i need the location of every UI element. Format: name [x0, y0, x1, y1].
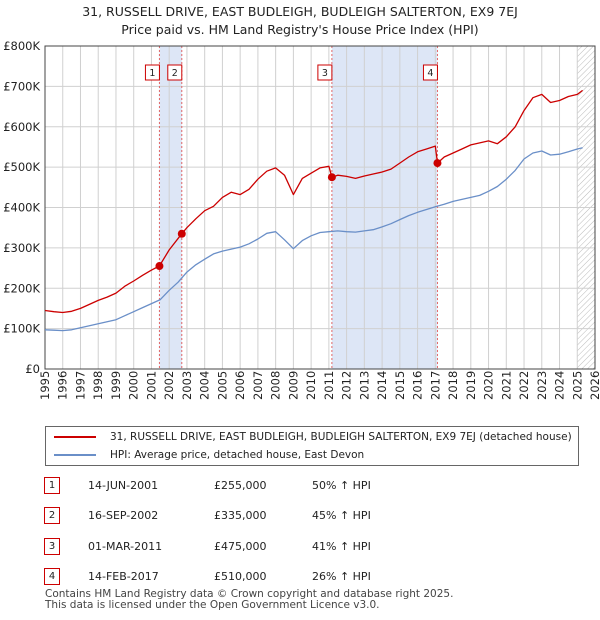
sale-badge: 3 — [44, 538, 60, 555]
x-tick-label: 2005 — [215, 371, 229, 400]
x-tick-label: 2013 — [357, 371, 371, 400]
sale-number-box — [422, 64, 438, 81]
sale-date: 14-FEB-2017 — [88, 570, 159, 583]
x-tick-label: 2012 — [340, 371, 354, 400]
legend-item-property: 31, RUSSELL DRIVE, EAST BUDLEIGH, BUDLEI… — [54, 428, 572, 446]
y-tick-label: £700K — [3, 79, 40, 93]
x-tick-label: 2016 — [411, 371, 425, 400]
sale-badge: 4 — [44, 568, 60, 585]
x-tick-label: 2022 — [517, 371, 531, 400]
price-chart: £0 £100K £200K £300K £400K £500K £600K £700K £80… — [3, 39, 600, 400]
footer: Contains HM Land Registry data © Crown c… — [45, 589, 453, 611]
sale-point — [155, 262, 164, 271]
x-tick-label: 2011 — [322, 371, 336, 400]
legend: 31, RUSSELL DRIVE, EAST BUDLEIGH, BUDLEI… — [45, 426, 579, 466]
x-tick-label: 2008 — [269, 371, 283, 400]
footer-copyright: Contains HM Land Registry data © Crown c… — [45, 588, 454, 600]
sale-badge: 2 — [44, 507, 60, 524]
legend-item-hpi: HPI: Average price, detached house, East… — [54, 446, 364, 464]
hpi-line — [44, 147, 583, 332]
sale-number-label: 4 — [427, 68, 433, 79]
sale-number-label: 2 — [172, 68, 178, 79]
x-tick-label: 2020 — [482, 371, 496, 400]
sale-hpi-change: 50% ↑ HPI — [312, 479, 371, 492]
x-tick-label: 1997 — [73, 371, 87, 400]
x-tick-label: 2018 — [446, 371, 460, 400]
property-price-line — [44, 89, 583, 314]
x-tick-label: 2004 — [198, 371, 212, 400]
sale-price: £475,000 — [214, 540, 267, 553]
y-tick-label: £300K — [3, 241, 40, 255]
x-tick-label: 2000 — [127, 371, 141, 400]
plot-frame — [44, 45, 596, 370]
sale-point — [433, 159, 442, 168]
x-tick-label: 2002 — [162, 371, 176, 400]
x-tick-label: 2001 — [144, 371, 158, 400]
sale-number-label: 3 — [322, 68, 328, 79]
x-tick-label: 2015 — [393, 371, 407, 400]
y-tick-label: £0 — [25, 362, 40, 376]
sale-point — [327, 173, 336, 182]
x-tick-label: 2007 — [251, 371, 265, 400]
x-tick-label: 1998 — [91, 371, 105, 400]
x-tick-label: 2024 — [553, 371, 567, 400]
sale-hpi-change: 26% ↑ HPI — [312, 570, 371, 583]
y-tick-label: £100K — [3, 322, 40, 336]
sale-hpi-change: 45% ↑ HPI — [312, 509, 371, 522]
y-tick-label: £600K — [3, 120, 40, 134]
chart-title: 31, RUSSELL DRIVE, EAST BUDLEIGH, BUDLEI… — [82, 4, 518, 19]
footer-licence: This data is licensed under the Open Gov… — [45, 599, 380, 611]
sale-date: 14-JUN-2001 — [88, 479, 159, 492]
x-tick-label: 2003 — [180, 371, 194, 400]
sale-point — [177, 229, 186, 238]
sale-number-box — [167, 64, 183, 81]
x-tick-label: 2009 — [286, 371, 300, 400]
sale-price: £335,000 — [214, 509, 267, 522]
x-tick-label: 2023 — [535, 371, 549, 400]
chart-subtitle: Price paid vs. HM Land Registry's House … — [121, 22, 479, 37]
x-tick-label: 2017 — [428, 371, 442, 400]
x-tick-label: 2025 — [570, 371, 584, 400]
sale-number-box — [317, 64, 333, 81]
sale-price: £255,000 — [214, 479, 267, 492]
x-tick-label: 2021 — [499, 371, 513, 400]
sale-number-box — [144, 64, 160, 81]
sale-row: 1 14-JUN-2001 £255,000 50% ↑ HPI — [0, 475, 600, 497]
sale-row: 3 01-MAR-2011 £475,000 41% ↑ HPI — [0, 536, 600, 558]
legend-swatch-hpi — [54, 454, 96, 456]
sale-date: 16-SEP-2002 — [88, 509, 159, 522]
x-tick-label: 2006 — [233, 371, 247, 400]
y-tick-label: £200K — [3, 281, 40, 295]
legend-label-property: 31, RUSSELL DRIVE, EAST BUDLEIGH, BUDLEI… — [110, 431, 572, 443]
sale-badge: 1 — [44, 477, 60, 494]
sale-number-label: 1 — [149, 68, 155, 79]
x-tick-label: 1996 — [56, 371, 70, 400]
sale-row: 4 14-FEB-2017 £510,000 26% ↑ HPI — [0, 566, 600, 588]
sale-price: £510,000 — [214, 570, 267, 583]
sale-row: 2 16-SEP-2002 £335,000 45% ↑ HPI — [0, 505, 600, 527]
sale-hpi-change: 41% ↑ HPI — [312, 540, 371, 553]
x-tick-label: 2014 — [375, 371, 389, 400]
sale-date: 01-MAR-2011 — [88, 540, 163, 553]
legend-swatch-property — [54, 436, 96, 438]
legend-label-hpi: HPI: Average price, detached house, East… — [110, 449, 365, 461]
y-tick-label: £400K — [3, 201, 40, 215]
x-tick-label: 1995 — [38, 371, 52, 400]
x-tick-label: 2019 — [464, 371, 478, 400]
y-tick-label: £500K — [3, 160, 40, 174]
x-tick-label: 2026 — [588, 371, 600, 400]
y-tick-label: £800K — [3, 39, 40, 53]
x-tick-label: 1999 — [109, 371, 123, 400]
x-tick-label: 2010 — [304, 371, 318, 400]
